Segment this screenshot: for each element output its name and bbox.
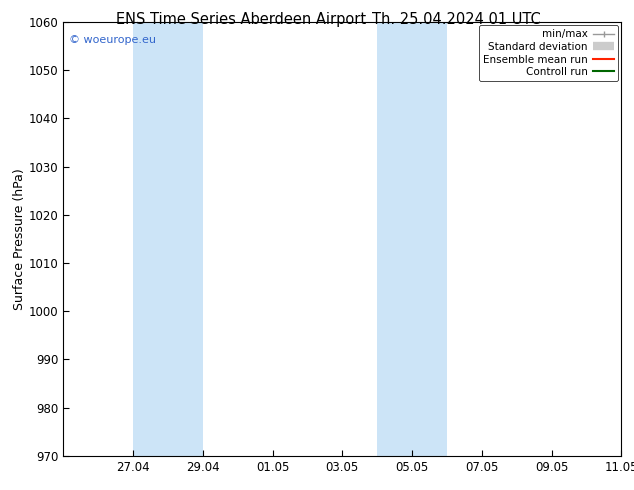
Legend: min/max, Standard deviation, Ensemble mean run, Controll run: min/max, Standard deviation, Ensemble me…	[479, 25, 618, 81]
Text: ENS Time Series Aberdeen Airport: ENS Time Series Aberdeen Airport	[116, 12, 366, 27]
Bar	[377, 22, 447, 456]
Text: © woeurope.eu: © woeurope.eu	[69, 35, 156, 45]
Bar	[133, 22, 203, 456]
Y-axis label: Surface Pressure (hPa): Surface Pressure (hPa)	[13, 168, 26, 310]
Text: Th. 25.04.2024 01 UTC: Th. 25.04.2024 01 UTC	[372, 12, 541, 27]
